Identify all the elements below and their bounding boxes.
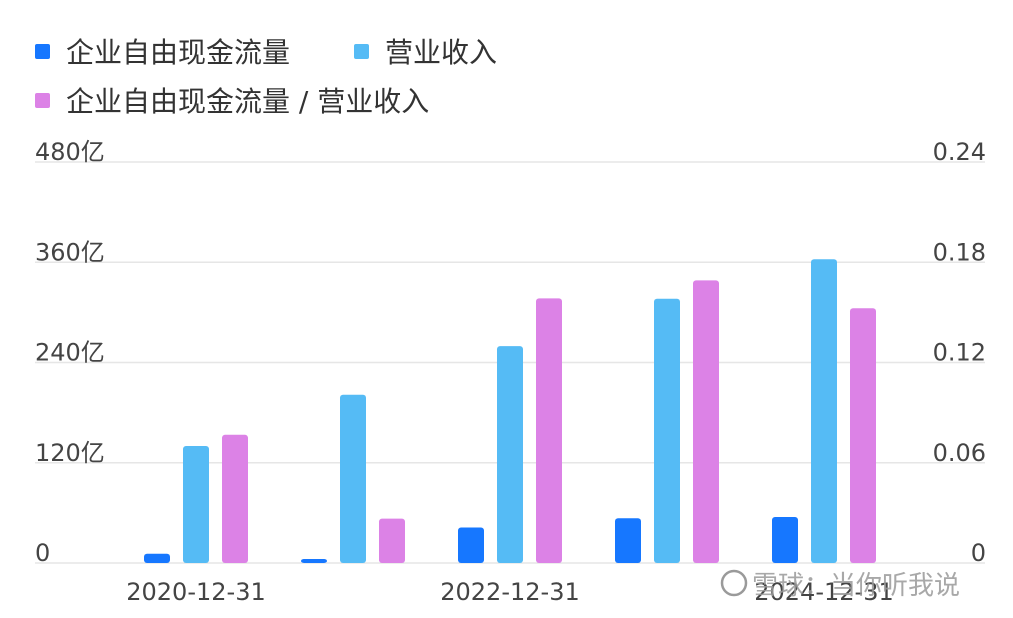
bar-s1-2021-12-31 — [340, 394, 366, 563]
bar-s0-2021-12-31 — [301, 559, 327, 563]
x-tick-0: 2020-12-31 — [126, 578, 265, 606]
x-tick-1: 2022-12-31 — [440, 578, 579, 606]
bar-s2-2024-12-31 — [850, 308, 876, 563]
y-right-tick-2: 0.12 — [933, 339, 986, 367]
x-tick-2: 2024-12-31 — [754, 578, 893, 606]
bar-s0-2024-12-31 — [772, 516, 798, 563]
bar-s0-2020-12-31 — [144, 553, 170, 563]
bar-s0-2022-12-31 — [458, 527, 484, 563]
watermark-logo-icon — [720, 569, 748, 597]
bar-s0-2023-12-31 — [615, 518, 641, 563]
y-right-tick-1: 0.06 — [933, 439, 986, 467]
legend-swatch-0 — [35, 44, 50, 59]
watermark: 雪球：当你听我说 — [720, 569, 960, 601]
bar-s1-2023-12-31 — [654, 298, 680, 563]
y-left-tick-2: 240亿 — [35, 339, 105, 367]
y-left-tick-3: 360亿 — [35, 238, 105, 266]
y-axis-right: 0 0.06 0.12 0.18 0.24 — [933, 138, 986, 567]
y-right-tick-3: 0.18 — [933, 238, 986, 266]
x-axis: 2020-12-31 2022-12-31 2024-12-31 — [126, 578, 893, 606]
legend-label-0: 企业自由现金流量 — [66, 36, 290, 69]
y-axis-left: 0 120亿 240亿 360亿 480亿 — [35, 138, 105, 567]
y-left-tick-1: 120亿 — [35, 439, 105, 467]
bar-s1-2022-12-31 — [497, 346, 523, 563]
legend-swatch-1 — [354, 44, 369, 59]
bars — [144, 259, 876, 563]
bar-s2-2021-12-31 — [379, 518, 405, 563]
y-right-tick-4: 0.24 — [933, 138, 986, 166]
y-left-tick-4: 480亿 — [35, 138, 105, 166]
bar-s2-2020-12-31 — [222, 434, 248, 563]
watermark-text: 雪球：当你听我说 — [752, 571, 960, 601]
legend-label-2: 企业自由现金流量 / 营业收入 — [66, 85, 429, 118]
bar-s2-2022-12-31 — [536, 298, 562, 563]
y-right-tick-0: 0 — [971, 539, 986, 567]
y-left-tick-0: 0 — [35, 539, 50, 567]
bar-s1-2024-12-31 — [811, 259, 837, 563]
legend-swatch-2 — [35, 93, 50, 108]
bar-s2-2023-12-31 — [693, 280, 719, 563]
bar-s1-2020-12-31 — [183, 445, 209, 563]
legend-label-1: 营业收入 — [385, 36, 497, 69]
